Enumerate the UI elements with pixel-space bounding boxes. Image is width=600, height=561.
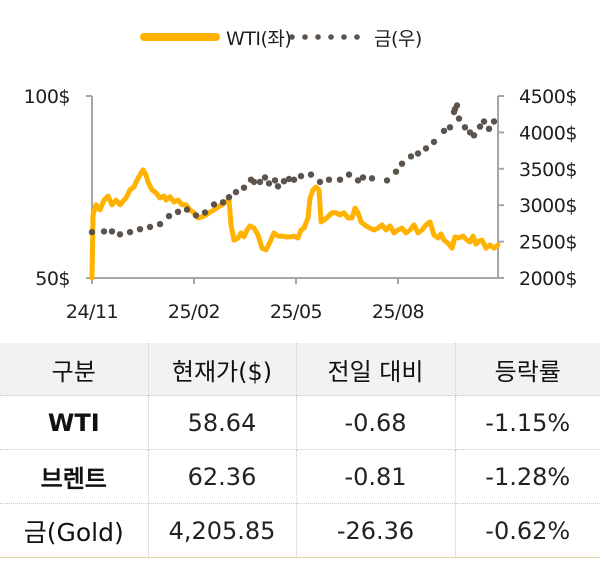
left-axis-tick-label: 100$ — [24, 86, 70, 108]
right-axis-tick-label: 3500$ — [519, 159, 577, 181]
x-axis-tick-label: 25/08 — [372, 301, 424, 323]
table-header-row: 구분 현재가($) 전일 대비 등락률 — [0, 343, 600, 396]
header-category: 구분 — [0, 343, 148, 396]
row-pct: -1.28% — [454, 449, 600, 504]
right-axis-tick-label: 3000$ — [519, 195, 577, 217]
row-change: -0.81 — [295, 449, 455, 504]
table-row: WTI 58.64 -0.68 -1.15% — [0, 395, 600, 450]
x-axis-tick-label: 25/02 — [168, 301, 220, 323]
row-change: -26.36 — [295, 503, 455, 558]
legend-item-gold: 금(우) — [286, 22, 422, 52]
header-price: 현재가($) — [147, 343, 296, 396]
price-chart: 100$ 50$ 4500$4000$3500$3000$2500$2000$ … — [24, 86, 578, 323]
right-axis-tick-label: 2000$ — [519, 268, 577, 290]
table-row: 금(Gold) 4,205.85 -26.36 -0.62% — [0, 503, 600, 558]
header-pct: 등락률 — [454, 343, 600, 396]
left-axis-tick-label: 50$ — [35, 268, 70, 290]
solid-line-swatch-icon — [140, 33, 220, 41]
row-price: 62.36 — [147, 449, 296, 504]
gold-series-dots — [88, 102, 498, 238]
row-change: -0.68 — [295, 395, 455, 450]
price-table: 구분 현재가($) 전일 대비 등락률 WTI 58.64 -0.68 -1.1… — [0, 343, 600, 558]
row-name: 금(Gold) — [0, 503, 148, 558]
legend-label-wti: WTI(좌) — [226, 27, 292, 50]
chart-legend: WTI(좌) 금(우) — [0, 22, 600, 52]
right-axis-tick-label: 2500$ — [519, 232, 577, 254]
row-price: 58.64 — [147, 395, 296, 450]
x-axis-tick-label: 25/05 — [270, 301, 322, 323]
chart-axes — [86, 95, 504, 284]
legend-label-gold: 금(우) — [374, 27, 422, 50]
header-change: 전일 대비 — [295, 343, 455, 396]
right-axis-tick-label: 4500$ — [519, 86, 577, 108]
dotted-line-swatch-icon — [289, 34, 360, 40]
right-axis-tick-label: 4000$ — [519, 122, 577, 144]
row-name: 브렌트 — [0, 449, 148, 504]
x-axis-tick-label: 24/11 — [66, 301, 118, 323]
legend-item-wti: WTI(좌) — [140, 22, 292, 52]
wti-series-line — [89, 167, 501, 281]
table-row: 브렌트 62.36 -0.81 -1.28% — [0, 449, 600, 504]
row-name: WTI — [0, 395, 148, 450]
row-price: 4,205.85 — [147, 503, 296, 558]
row-pct: -1.15% — [454, 395, 600, 450]
row-pct: -0.62% — [454, 503, 600, 558]
